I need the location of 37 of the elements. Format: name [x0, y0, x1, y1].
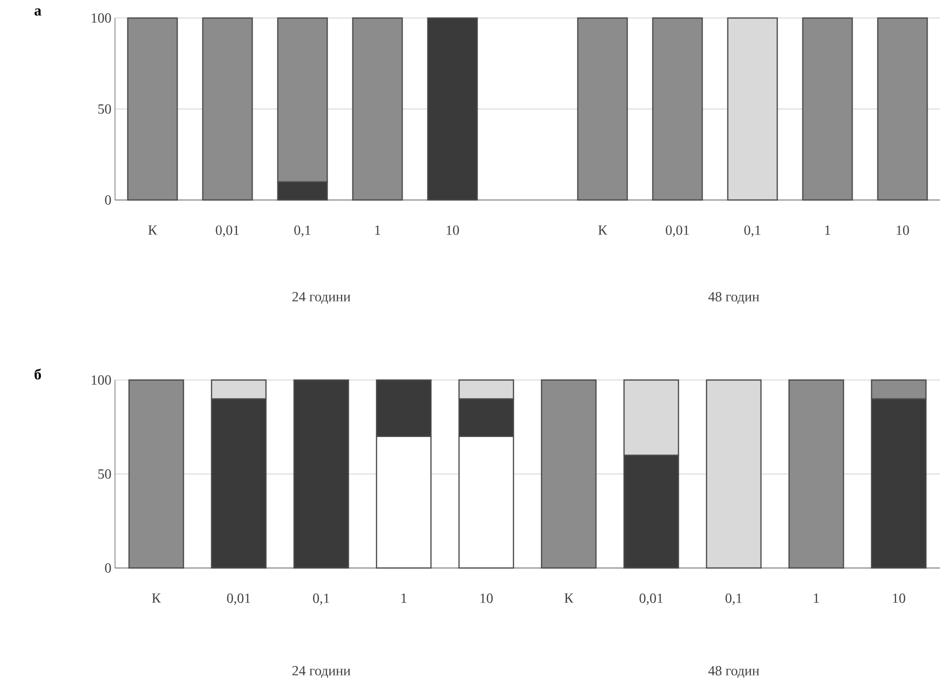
x-tick-label: 0,01 [666, 226, 689, 237]
x-tick-label: 1 [814, 594, 819, 603]
x-tick-label: 0,1 [726, 594, 742, 605]
y-tick-label: 0 [105, 195, 111, 205]
x-tick-label: 1 [375, 226, 380, 235]
text: 24 години [292, 292, 350, 304]
chart-title: а [34, 8, 42, 16]
x-tick-label: 10 [896, 226, 909, 235]
y-tick-label: 50 [98, 469, 111, 479]
x-tick-label: К [148, 226, 158, 235]
x-tick-label: 10 [480, 594, 493, 603]
text: 48 годин [708, 666, 760, 678]
y-tick-label: 100 [92, 13, 111, 23]
x-tick-label: 1 [401, 594, 406, 603]
bar [788, 379, 844, 569]
y-tick-label: 50 [98, 104, 111, 114]
chart-title: б [34, 368, 41, 380]
x-tick-label: 0,01 [640, 594, 663, 605]
bar [128, 379, 184, 569]
bar [706, 379, 762, 569]
y-tick-label: 0 [105, 563, 111, 573]
x-tick-label: 0,1 [744, 226, 760, 237]
x-tick-label: 0,01 [227, 594, 250, 605]
x-tick-label: К [152, 594, 161, 603]
x-tick-label: К [598, 226, 608, 235]
x-tick-label: 0,01 [216, 226, 239, 237]
x-tick-label: 10 [893, 594, 906, 603]
x-tick-label: К [564, 594, 574, 603]
text: 24 години [292, 666, 350, 678]
x-tick-label: 1 [825, 226, 830, 235]
text: 48 годин [708, 292, 760, 304]
x-tick-label: 10 [446, 226, 459, 235]
x-tick-label: 0,1 [313, 594, 330, 605]
x-tick-label: 0,1 [294, 226, 310, 237]
bar [293, 379, 350, 569]
bar [540, 379, 597, 569]
y-tick-label: 100 [92, 375, 111, 385]
